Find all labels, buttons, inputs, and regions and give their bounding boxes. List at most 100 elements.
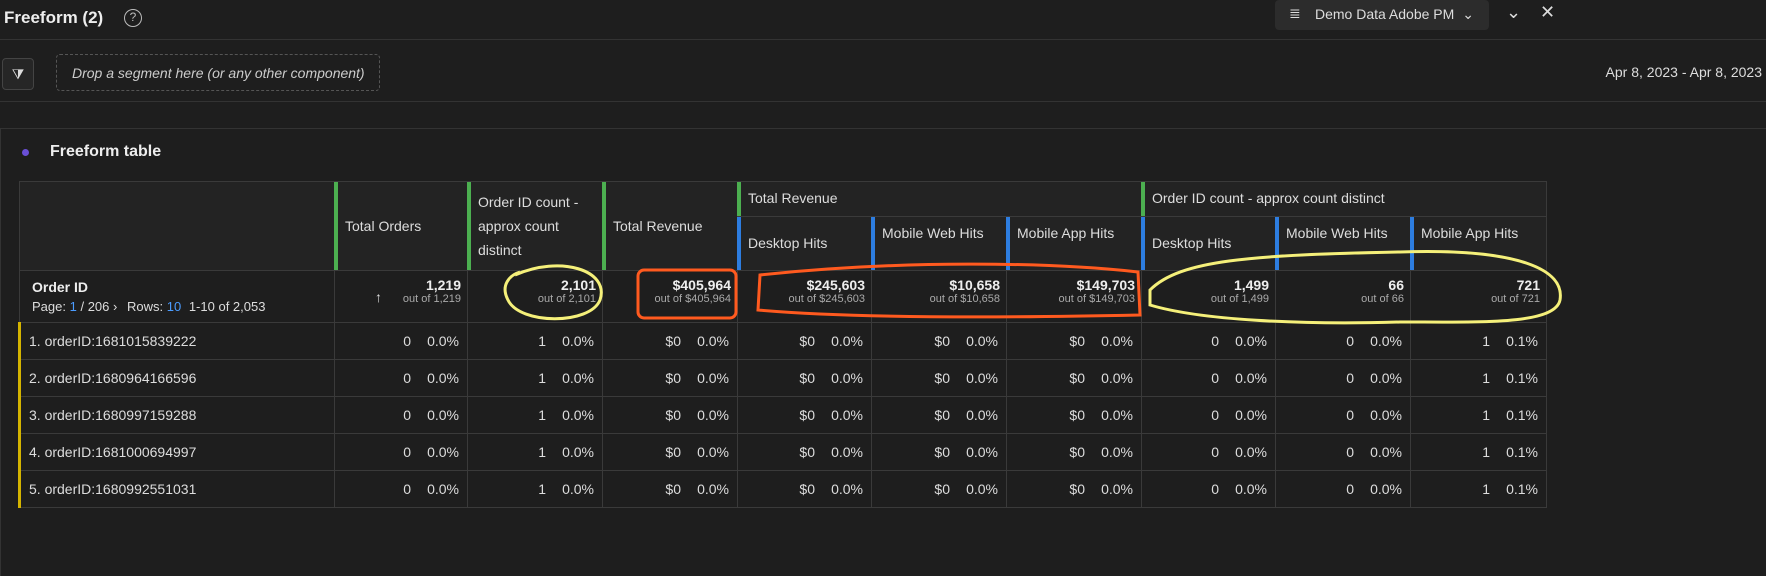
cell-value: 1 xyxy=(1482,407,1490,423)
column-header[interactable]: Total Revenue xyxy=(602,181,738,271)
column-total: $405,964 out of $405,964 xyxy=(602,270,738,323)
cell-value: $0 xyxy=(799,333,815,349)
cell-value: $0 xyxy=(665,333,681,349)
cell-value: 1 xyxy=(538,407,546,423)
column-total: 721 out of 721 xyxy=(1410,270,1547,323)
table-cell: 1 0.0% xyxy=(467,470,603,508)
cell-percent: 0.0% xyxy=(1235,370,1267,386)
table-cell: 1 0.1% xyxy=(1410,433,1547,471)
row-label[interactable]: 2. orderID:1680964166596 xyxy=(18,359,335,397)
segment-bar xyxy=(0,40,1766,102)
cell-value: 0 xyxy=(1211,407,1219,423)
column-header[interactable]: Total Orders xyxy=(334,181,468,271)
cell-value: 0 xyxy=(1211,370,1219,386)
table-cell: $0 0.0% xyxy=(1006,322,1142,360)
row-label[interactable]: 5. orderID:1680992551031 xyxy=(18,470,335,508)
cell-value: $0 xyxy=(934,407,950,423)
cell-percent: 0.0% xyxy=(427,444,459,460)
table-cell: 0 0.0% xyxy=(1141,433,1276,471)
total-value: $245,603 xyxy=(806,277,865,293)
table-cell: 1 0.1% xyxy=(1410,470,1547,508)
column-total: 1,499 out of 1,499 xyxy=(1141,270,1276,323)
column-header[interactable]: Mobile Web Hits xyxy=(1275,215,1411,272)
cell-percent: 0.0% xyxy=(1370,407,1402,423)
cell-value: 1 xyxy=(538,333,546,349)
panel-title: Freeform table xyxy=(50,143,162,160)
column-header[interactable]: Mobile App Hits xyxy=(1006,215,1142,272)
row-range: 1-10 of 2,053 xyxy=(188,299,266,314)
datasource-dropdown[interactable]: ≣ Demo Data Adobe PM ⌄ xyxy=(1275,0,1489,30)
table-cell: 1 0.0% xyxy=(467,396,603,434)
column-header[interactable]: Desktop Hits xyxy=(1141,215,1276,272)
cell-value: $0 xyxy=(799,481,815,497)
column-total: $149,703 out of $149,703 xyxy=(1006,270,1142,323)
cell-percent: 0.0% xyxy=(562,333,594,349)
table-cell: 0 0.0% xyxy=(334,322,468,360)
cell-value: $0 xyxy=(799,370,815,386)
cell-value: $0 xyxy=(665,444,681,460)
cell-percent: 0.0% xyxy=(1370,481,1402,497)
help-icon[interactable]: ? xyxy=(124,9,142,27)
cell-percent: 0.0% xyxy=(1370,444,1402,460)
row-label[interactable]: 1. orderID:1681015839222 xyxy=(18,322,335,360)
column-total: 2,101 out of 2,101 xyxy=(467,270,603,323)
cell-value: $0 xyxy=(665,481,681,497)
column-header[interactable]: Mobile App Hits xyxy=(1410,215,1547,272)
row-label[interactable]: 4. orderID:1681000694997 xyxy=(18,433,335,471)
cell-percent: 0.0% xyxy=(1101,370,1133,386)
date-range[interactable]: Apr 8, 2023 - Apr 8, 2023 xyxy=(1605,64,1762,80)
table-cell: 0 0.0% xyxy=(1141,359,1276,397)
table-row[interactable]: 2. orderID:1680964166596 0 0.0% 1 0.0% $0 0.0%… xyxy=(18,359,1547,397)
segment-drop-zone[interactable]: Drop a segment here (or any other compon… xyxy=(56,54,380,91)
cell-value: 0 xyxy=(1211,333,1219,349)
group-header[interactable]: Order ID count - approx count distinct xyxy=(1141,181,1547,217)
cell-percent: 0.0% xyxy=(1235,481,1267,497)
total-value: $10,658 xyxy=(949,277,1000,293)
cell-percent: 0.0% xyxy=(562,444,594,460)
table-cell: 0 0.0% xyxy=(1275,322,1411,360)
table-row[interactable]: 5. orderID:1680992551031 0 0.0% 1 0.0% $0 0.0%… xyxy=(18,470,1547,508)
table-row[interactable]: 1. orderID:1681015839222 0 0.0% 1 0.0% $0 0.0%… xyxy=(18,322,1547,360)
cell-percent: 0.0% xyxy=(1235,407,1267,423)
cell-percent: 0.1% xyxy=(1506,370,1538,386)
cell-value: $0 xyxy=(799,407,815,423)
next-page-icon[interactable]: › xyxy=(113,299,118,314)
close-icon[interactable]: ✕ xyxy=(1540,2,1556,22)
cell-percent: 0.0% xyxy=(831,407,863,423)
cell-value: $0 xyxy=(665,370,681,386)
column-total: 66 out of 66 xyxy=(1275,270,1411,323)
cell-value: $0 xyxy=(1069,481,1085,497)
cell-percent: 0.0% xyxy=(966,481,998,497)
cell-value: $0 xyxy=(665,407,681,423)
cell-percent: 0.0% xyxy=(697,444,729,460)
row-label[interactable]: 3. orderID:1680997159288 xyxy=(18,396,335,434)
rows-select[interactable]: 10 xyxy=(166,299,182,314)
cell-value: 0 xyxy=(403,333,411,349)
collapse-chevron-icon[interactable]: ⌄ xyxy=(1506,2,1522,22)
add-filter-icon[interactable]: ⧩ xyxy=(2,58,34,90)
top-bar xyxy=(0,0,1766,40)
cell-percent: 0.0% xyxy=(697,407,729,423)
cell-value: 0 xyxy=(403,407,411,423)
cell-value: 0 xyxy=(403,481,411,497)
column-total: $245,603 out of $245,603 xyxy=(737,270,872,323)
table-cell: $0 0.0% xyxy=(871,470,1007,508)
page-input[interactable]: 1 xyxy=(69,299,77,314)
sort-ascending-icon[interactable]: ↑ xyxy=(375,289,382,305)
cell-value: 0 xyxy=(403,370,411,386)
table-row[interactable]: 3. orderID:1680997159288 0 0.0% 1 0.0% $0 0.0%… xyxy=(18,396,1547,434)
cell-percent: 0.0% xyxy=(966,407,998,423)
cell-value: 1 xyxy=(538,370,546,386)
table-row[interactable]: 4. orderID:1681000694997 0 0.0% 1 0.0% $0 0.0%… xyxy=(18,433,1547,471)
column-header[interactable]: Order ID count - approx count distinct xyxy=(467,181,603,271)
cell-percent: 0.0% xyxy=(831,370,863,386)
pagination: Page: 1 / 206 › Rows: 10 1-10 of 2,053 xyxy=(32,299,322,314)
cell-value: $0 xyxy=(934,333,950,349)
column-header[interactable]: Desktop Hits xyxy=(737,215,872,272)
table-cell: 0 0.0% xyxy=(1141,322,1276,360)
table-cell: $0 0.0% xyxy=(737,396,872,434)
cell-value: 0 xyxy=(1211,481,1219,497)
table-cell: $0 0.0% xyxy=(737,322,872,360)
group-header[interactable]: Total Revenue xyxy=(737,181,1142,217)
column-header[interactable]: Mobile Web Hits xyxy=(871,215,1007,272)
